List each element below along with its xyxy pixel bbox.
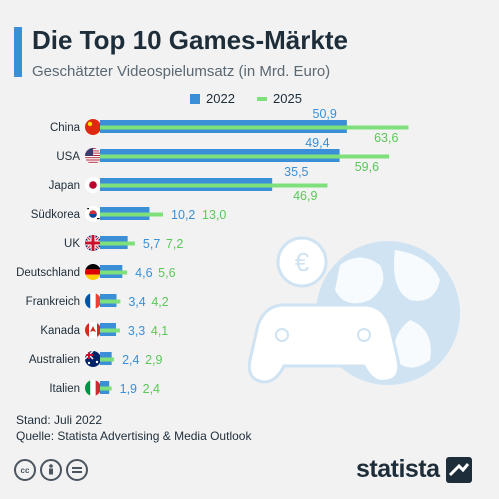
bar-2025-9 <box>100 386 112 391</box>
value-label-2025: 7,2 <box>166 237 183 251</box>
value-label-2022: 5,7 <box>143 237 160 251</box>
italy-flag <box>85 380 101 396</box>
nd-icon <box>66 459 88 481</box>
globe-controller-illustration: € <box>247 236 460 385</box>
bar-2025-7 <box>100 328 120 333</box>
value-label-2025: 2,9 <box>145 353 162 367</box>
france-flag <box>85 293 101 309</box>
bar-2025-2 <box>100 183 328 188</box>
legend-swatch-2022 <box>190 93 200 104</box>
statista-logo-mark-icon <box>445 456 472 483</box>
statista-logo-text: statista <box>356 455 440 483</box>
chart-subtitle: Geschätzter Videospielumsatz (in Mrd. Eu… <box>32 63 331 80</box>
bar-2025-0 <box>100 125 409 130</box>
value-label-2022: 4,6 <box>135 266 152 280</box>
category-label: Kanada <box>40 325 80 337</box>
value-label-2022: 49,4 <box>305 136 329 150</box>
bars-layer <box>100 120 409 394</box>
legend-label-2025: 2025 <box>273 91 302 106</box>
uk-flag <box>85 235 101 251</box>
legend-label-2022: 2022 <box>206 91 235 106</box>
category-label: USA <box>56 151 80 163</box>
category-label: Italien <box>49 383 80 395</box>
category-label: UK <box>64 238 80 250</box>
by-icon <box>40 459 62 481</box>
value-label-2025: 59,6 <box>355 160 379 174</box>
bar-2025-8 <box>100 357 115 362</box>
category-label: Australien <box>29 354 80 366</box>
category-label: Deutschland <box>16 267 80 279</box>
category-label: Südkorea <box>31 209 81 221</box>
value-label-2025: 4,2 <box>151 295 168 309</box>
labels-layer: China 50,9 63,6 USA 49,4 59,6 Japan 35,5 46,9 Süd… <box>16 107 398 396</box>
value-label-2025: 2,4 <box>143 382 160 396</box>
usa-flag <box>85 148 101 164</box>
value-label-2022: 50,9 <box>313 107 337 121</box>
chart-title: Die Top 10 Games-Märkte <box>32 25 348 55</box>
flags-layer <box>85 119 101 396</box>
cc-icon: cc <box>14 459 36 481</box>
svg-text:€: € <box>295 247 310 277</box>
germany-flag <box>85 264 101 280</box>
value-label-2025: 46,9 <box>293 189 317 203</box>
bar-2025-4 <box>100 241 135 246</box>
bar-2025-1 <box>100 154 390 159</box>
canada-flag <box>85 322 101 338</box>
category-label: Japan <box>49 180 80 192</box>
footer-date: Stand: Juli 2022 <box>16 413 103 427</box>
value-label-2025: 5,6 <box>158 266 175 280</box>
bar-2025-3 <box>100 212 164 217</box>
value-label-2025: 63,6 <box>374 131 398 145</box>
value-label-2022: 3,3 <box>128 324 145 338</box>
value-label-2022: 3,4 <box>128 295 145 309</box>
category-label: Frankreich <box>26 296 80 308</box>
legend-item-2025: 2025 <box>257 91 302 106</box>
footer-source: Quelle: Statista Advertising & Media Out… <box>16 429 252 443</box>
value-label-2025: 4,1 <box>151 324 168 338</box>
australia-flag <box>85 351 101 367</box>
category-label: China <box>50 122 81 134</box>
value-label-2025: 13,0 <box>202 208 226 222</box>
japan-flag <box>85 177 101 193</box>
legend-item-2022: 2022 <box>190 91 235 106</box>
value-label-2022: 10,2 <box>171 208 195 222</box>
bar-2025-5 <box>100 270 128 275</box>
value-label-2022: 2,4 <box>122 353 139 367</box>
bar-2025-6 <box>100 299 121 304</box>
legend-swatch-2025 <box>257 96 267 101</box>
south-korea-flag <box>85 206 101 222</box>
title-accent-bar <box>14 27 22 77</box>
china-flag <box>85 119 101 135</box>
value-label-2022: 1,9 <box>120 382 137 396</box>
value-label-2022: 35,5 <box>284 165 308 179</box>
statista-logo[interactable]: statista <box>356 455 472 484</box>
